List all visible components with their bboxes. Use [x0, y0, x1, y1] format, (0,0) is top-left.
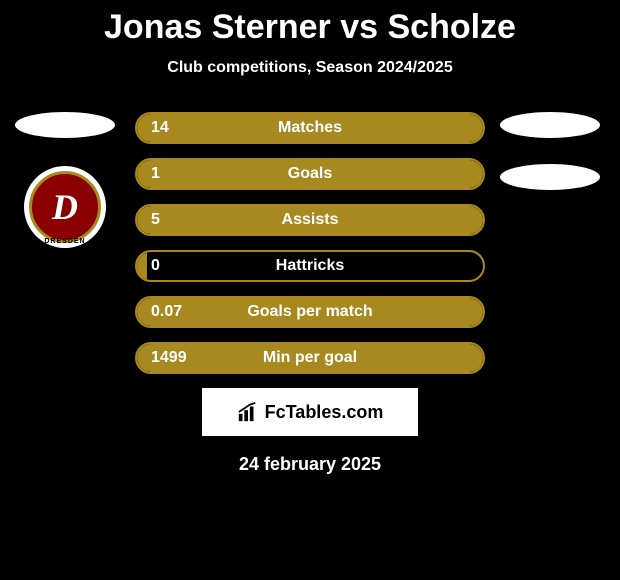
- stat-label: Min per goal: [263, 349, 357, 367]
- stat-label: Assists: [282, 211, 339, 229]
- club-left-logo: D DRESDEN: [24, 166, 106, 248]
- stat-value: 14: [137, 119, 169, 137]
- stat-value: 1499: [137, 349, 187, 367]
- stat-bar: 1499 Min per goal: [135, 342, 485, 374]
- club-left-letter: D: [52, 186, 78, 228]
- club-left-name: DRESDEN: [44, 238, 85, 245]
- chart-icon: [237, 401, 259, 423]
- stat-bar: 1 Goals: [135, 158, 485, 190]
- fctables-badge: FcTables.com: [202, 388, 418, 436]
- stat-value: 5: [137, 211, 160, 229]
- page-subtitle: Club competitions, Season 2024/2025: [0, 59, 620, 77]
- comparison-date: 24 february 2025: [0, 454, 620, 475]
- stat-value: 1: [137, 165, 160, 183]
- player-right-column: [500, 112, 610, 216]
- stats-container: 14 Matches 1 Goals 5 Assists 0 Hattricks 0.07 Goa…: [135, 112, 485, 374]
- club-right-logo-placeholder: [500, 164, 600, 190]
- comparison-content: D DRESDEN 14 Matches 1 Goals 5 Assists 0 Hattri…: [0, 112, 620, 374]
- stat-bar: 5 Assists: [135, 204, 485, 236]
- stat-value: 0: [137, 257, 160, 275]
- stat-label: Goals: [288, 165, 332, 183]
- page-title: Jonas Sterner vs Scholze: [0, 0, 620, 47]
- stat-bar: 14 Matches: [135, 112, 485, 144]
- stat-label: Hattricks: [276, 257, 344, 275]
- stat-label: Goals per match: [247, 303, 372, 321]
- club-left-logo-inner: D: [29, 171, 101, 243]
- stat-value: 0.07: [137, 303, 182, 321]
- player-right-avatar-placeholder: [500, 112, 600, 138]
- player-left-avatar-placeholder: [15, 112, 115, 138]
- fctables-label: FcTables.com: [265, 402, 384, 423]
- stat-bar: 0.07 Goals per match: [135, 296, 485, 328]
- stat-bar: 0 Hattricks: [135, 250, 485, 282]
- stat-label: Matches: [278, 119, 342, 137]
- player-left-column: D DRESDEN: [10, 112, 120, 248]
